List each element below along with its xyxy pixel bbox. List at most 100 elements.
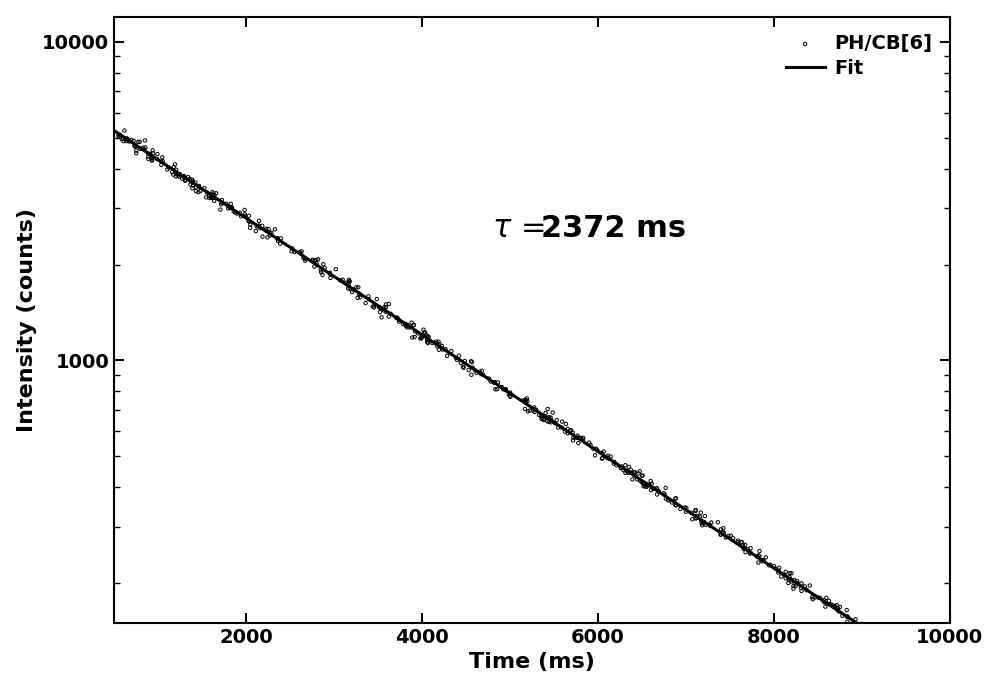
PH/CB[6] (128, 145, 144, 156)
PH/CB[6] (434, 340, 450, 351)
PH/CB[6] (294, 246, 310, 257)
PH/CB[6] (643, 475, 659, 486)
PH/CB[6] (419, 331, 435, 342)
PH/CB[6] (690, 511, 706, 522)
PH/CB[6] (613, 462, 629, 473)
PH/CB[6] (135, 142, 151, 153)
PH/CB[6] (789, 575, 805, 586)
PH/CB[6] (894, 641, 910, 652)
PH/CB[6] (623, 464, 639, 475)
PH/CB[6] (137, 142, 153, 153)
PH/CB[6] (212, 204, 228, 215)
PH/CB[6] (785, 581, 801, 592)
PH/CB[6] (624, 474, 640, 485)
PH/CB[6] (233, 211, 249, 222)
PH/CB[6] (208, 188, 224, 199)
PH/CB[6] (692, 511, 708, 522)
PH/CB[6] (554, 416, 570, 427)
PH/CB[6] (545, 407, 561, 418)
PH/CB[6] (913, 666, 929, 677)
PH/CB[6] (865, 632, 881, 643)
PH/CB[6] (825, 600, 841, 611)
PH/CB[6] (431, 344, 447, 356)
PH/CB[6] (123, 134, 139, 145)
PH/CB[6] (293, 248, 309, 259)
PH/CB[6] (126, 136, 142, 147)
PH/CB[6] (196, 183, 212, 194)
PH/CB[6] (698, 520, 714, 531)
PH/CB[6] (871, 634, 887, 645)
PH/CB[6] (910, 658, 926, 669)
PH/CB[6] (570, 438, 586, 449)
PH/CB[6] (297, 255, 313, 266)
PH/CB[6] (518, 396, 534, 407)
PH/CB[6] (249, 221, 265, 232)
PH/CB[6] (839, 611, 855, 622)
PH/CB[6] (672, 504, 688, 515)
PH/CB[6] (348, 282, 364, 293)
PH/CB[6] (431, 336, 447, 347)
PH/CB[6] (474, 365, 490, 376)
PH/CB[6] (465, 362, 481, 373)
PH/CB[6] (799, 585, 815, 596)
PH/CB[6] (267, 224, 283, 235)
PH/CB[6] (786, 575, 802, 586)
PH/CB[6] (295, 252, 311, 263)
Text: $\tau$ =: $\tau$ = (492, 214, 548, 243)
PH/CB[6] (127, 140, 143, 151)
PH/CB[6] (569, 430, 585, 441)
PH/CB[6] (756, 555, 772, 566)
PH/CB[6] (428, 336, 444, 347)
PH/CB[6] (383, 308, 399, 319)
PH/CB[6] (855, 620, 871, 631)
PH/CB[6] (237, 205, 253, 216)
PH/CB[6] (399, 319, 415, 330)
PH/CB[6] (865, 630, 881, 641)
PH/CB[6] (414, 333, 430, 344)
PH/CB[6] (373, 303, 389, 314)
PH/CB[6] (549, 415, 565, 426)
PH/CB[6] (287, 247, 303, 258)
PH/CB[6] (930, 672, 946, 683)
PH/CB[6] (563, 424, 579, 435)
PH/CB[6] (424, 338, 440, 349)
PH/CB[6] (594, 447, 610, 458)
PH/CB[6] (696, 517, 712, 528)
PH/CB[6] (490, 377, 506, 388)
PH/CB[6] (227, 207, 243, 218)
PH/CB[6] (736, 543, 752, 554)
PH/CB[6] (487, 377, 503, 388)
PH/CB[6] (116, 136, 132, 147)
PH/CB[6] (856, 622, 872, 633)
PH/CB[6] (882, 639, 898, 650)
PH/CB[6] (541, 413, 557, 424)
Fit (514, 396, 526, 404)
PH/CB[6] (587, 450, 603, 461)
PH/CB[6] (192, 185, 208, 196)
PH/CB[6] (899, 650, 915, 661)
PH/CB[6] (781, 575, 797, 586)
Fit (920, 664, 932, 672)
PH/CB[6] (182, 174, 198, 185)
PH/CB[6] (313, 265, 329, 276)
PH/CB[6] (297, 254, 313, 265)
PH/CB[6] (694, 517, 710, 528)
PH/CB[6] (399, 322, 415, 333)
PH/CB[6] (739, 544, 755, 555)
PH/CB[6] (720, 531, 736, 542)
PH/CB[6] (502, 391, 518, 402)
PH/CB[6] (519, 395, 535, 407)
PH/CB[6] (896, 651, 912, 662)
PH/CB[6] (140, 148, 156, 159)
PH/CB[6] (569, 432, 585, 443)
PH/CB[6] (154, 152, 170, 163)
PH/CB[6] (495, 384, 511, 395)
PH/CB[6] (901, 650, 917, 661)
PH/CB[6] (900, 652, 916, 664)
PH/CB[6] (575, 433, 591, 444)
PH/CB[6] (839, 605, 855, 616)
PH/CB[6] (554, 422, 570, 433)
PH/CB[6] (136, 144, 152, 155)
PH/CB[6] (342, 283, 358, 294)
PH/CB[6] (642, 480, 658, 491)
